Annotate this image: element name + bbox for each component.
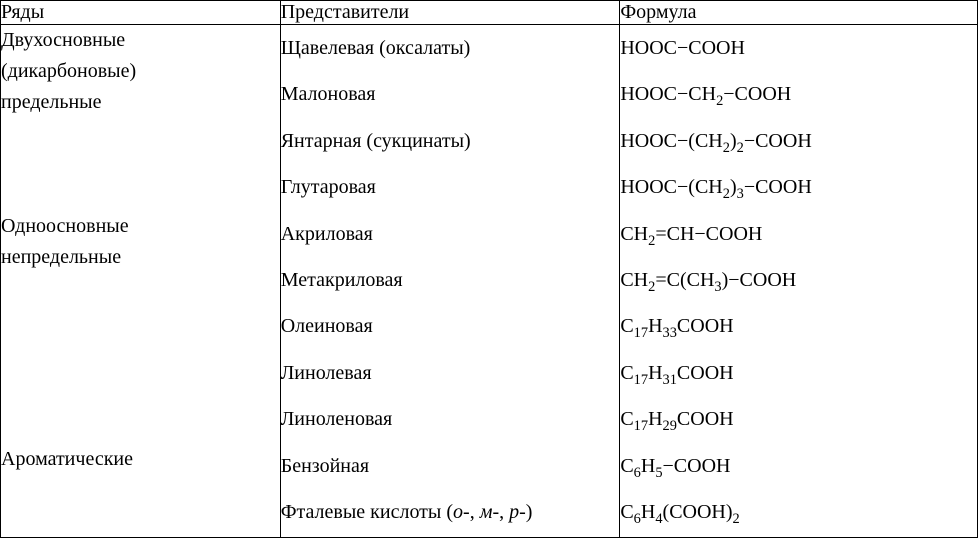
- table-header: Ряды Представители Формула: [1, 1, 978, 25]
- header-row: Ряды Представители Формула: [1, 1, 978, 25]
- formula-oxalic: HOOC−COOH: [620, 25, 977, 71]
- group-aromatic: Ароматические: [1, 444, 280, 475]
- rep-oleic: Олеиновая: [281, 303, 620, 349]
- group-dibasic: Двухосновные (дикарбоновые) предельные: [1, 25, 280, 211]
- phthalic-post: -): [519, 501, 532, 523]
- phthalic-p: р: [509, 501, 519, 523]
- formula-cell: HOOC−COOH HOOC−CH2−COOH HOOC−(CH2)2−COOH…: [620, 25, 978, 538]
- formula-glutaric: HOOC−(CH2)3−COOH: [620, 164, 977, 210]
- formula-acrylic: CH2=CH−COOH: [620, 211, 977, 257]
- group-monobasic-l1: Одноосновные: [1, 211, 280, 242]
- formula-methacrylic: CH2=C(CH3)−COOH: [620, 257, 977, 303]
- series-cell: Двухосновные (дикарбоновые) предельные О…: [1, 25, 281, 538]
- table-body: Двухосновные (дикарбоновые) предельные О…: [1, 25, 978, 538]
- formula-oleic: C17H33COOH: [620, 303, 977, 349]
- formula-linoleic: C17H31COOH: [620, 350, 977, 396]
- group-dibasic-l1: Двухосновные: [1, 25, 280, 56]
- formula-benzoic: C6H5−COOH: [620, 443, 977, 489]
- phthalic-s1: -,: [463, 501, 480, 523]
- rep-benzoic: Бензойная: [281, 443, 620, 489]
- formula-succinic: HOOC−(CH2)2−COOH: [620, 118, 977, 164]
- rep-oxalic: Щавелевая (оксалаты): [281, 25, 620, 71]
- phthalic-m: м: [480, 501, 493, 523]
- group-monobasic-l2: непредельные: [1, 242, 280, 273]
- rep-methacrylic: Метакриловая: [281, 257, 620, 303]
- formula-malonic: HOOC−CH2−COOH: [620, 71, 977, 117]
- group-monobasic: Одноосновные непредельные: [1, 211, 280, 444]
- rep-acrylic: Акриловая: [281, 211, 620, 257]
- rep-succinic: Янтарная (сукцинаты): [281, 118, 620, 164]
- rep-glutaric: Глутаровая: [281, 164, 620, 210]
- acids-table: Ряды Представители Формула Двухосновные …: [0, 0, 978, 538]
- formula-phthalic: C6H4(COOH)2: [620, 489, 977, 535]
- rep-linolenic: Линоленовая: [281, 396, 620, 442]
- header-formula: Формула: [620, 1, 978, 25]
- reps-cell: Щавелевая (оксалаты) Малоновая Янтарная …: [280, 25, 620, 538]
- rep-malonic: Малоновая: [281, 71, 620, 117]
- formula-linolenic: C17H29COOH: [620, 396, 977, 442]
- group-aromatic-l1: Ароматические: [1, 444, 280, 475]
- phthalic-s2: -,: [492, 501, 509, 523]
- group-dibasic-l2: (дикарбоновые): [1, 56, 280, 87]
- header-series: Ряды: [1, 1, 281, 25]
- phthalic-o: о: [453, 501, 463, 523]
- rep-linoleic: Линолевая: [281, 350, 620, 396]
- rep-phthalic: Фталевые кислоты (о-, м-, р-): [281, 489, 620, 535]
- group-dibasic-l3: предельные: [1, 87, 280, 118]
- body-row: Двухосновные (дикарбоновые) предельные О…: [1, 25, 978, 538]
- header-representatives: Представители: [280, 1, 620, 25]
- phthalic-pre: Фталевые кислоты (: [281, 501, 453, 523]
